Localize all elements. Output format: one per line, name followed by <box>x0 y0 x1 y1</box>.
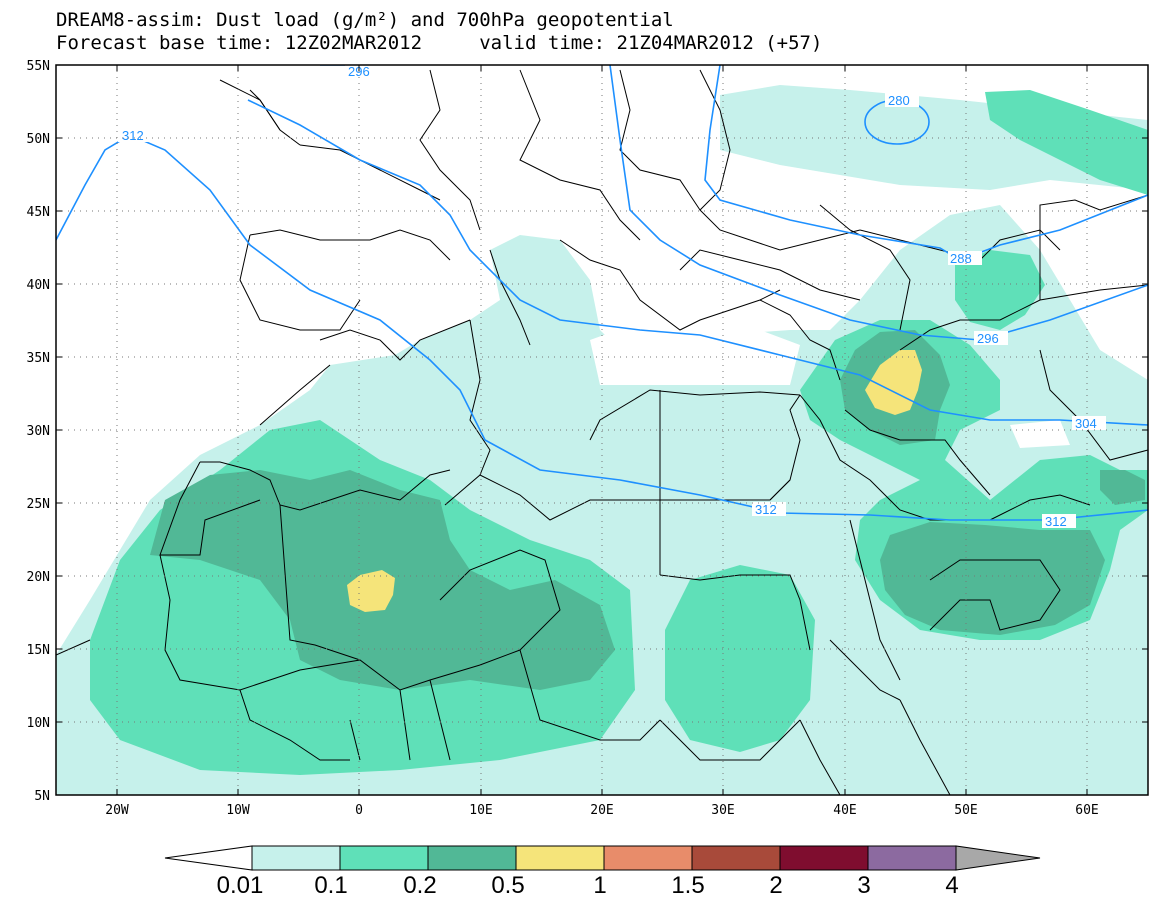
colorbar-level: 0.01 <box>217 872 264 899</box>
colorbar-level: 0.5 <box>491 872 524 899</box>
lon-label: 10W <box>226 803 250 818</box>
latitude-labels: 55N 50N 45N 40N 35N 30N 25N 20N 15N 10N … <box>27 59 50 804</box>
contour-label: 280 <box>888 93 910 108</box>
graticule <box>56 65 1148 795</box>
lat-label: 50N <box>27 132 50 147</box>
contour-label: 312 <box>755 502 777 517</box>
colorbar: 0.01 0.1 0.2 0.5 1 1.5 2 3 4 <box>164 845 1041 899</box>
lon-label: 20E <box>590 803 613 818</box>
colorbar-level: 0.1 <box>314 872 347 899</box>
colorbar-swatch <box>603 845 693 871</box>
lon-label: 30E <box>711 803 734 818</box>
axis-ticks <box>56 64 1148 796</box>
lon-label: 20W <box>105 803 129 818</box>
contour-label-group: 296 312 280 288 296 304 312 312 <box>118 65 1106 529</box>
contour-label: 312 <box>122 128 144 143</box>
colorbar-swatch <box>251 845 341 871</box>
colorbar-level: 1.5 <box>671 872 704 899</box>
colorbar-level: 3 <box>857 872 870 899</box>
contour-label: 304 <box>1075 416 1097 431</box>
colorbar-swatch <box>779 845 869 871</box>
longitude-labels: 20W 10W 0 10E 20E 30E 40E 50E 60E <box>105 803 1098 818</box>
contour-label: 296 <box>977 331 999 346</box>
lon-label: 40E <box>833 803 856 818</box>
contour-label: 312 <box>1045 514 1067 529</box>
lat-label: 5N <box>34 789 50 804</box>
lat-label: 35N <box>27 351 50 366</box>
lon-label: 50E <box>954 803 977 818</box>
colorbar-swatch <box>427 845 517 871</box>
forecast-times: Forecast base time: 12Z02MAR2012 valid t… <box>56 32 823 54</box>
lat-label: 40N <box>27 278 50 293</box>
colorbar-swatch <box>515 845 605 871</box>
map-title: DREAM8-assim: Dust load (g/m²) and 700hP… <box>56 9 674 31</box>
lon-label: 60E <box>1075 803 1098 818</box>
lat-label: 20N <box>27 570 50 585</box>
lat-label: 10N <box>27 716 50 731</box>
colorbar-level: 4 <box>945 872 958 899</box>
country-borders <box>56 69 1148 795</box>
lon-label: 10E <box>469 803 492 818</box>
colorbar-swatch <box>691 845 781 871</box>
lat-label: 30N <box>27 424 50 439</box>
colorbar-right-arrow <box>955 845 1041 871</box>
lat-label: 45N <box>27 205 50 220</box>
colorbar-level: 1 <box>593 872 606 899</box>
colorbar-swatch <box>867 845 957 871</box>
lat-label: 25N <box>27 497 50 512</box>
colorbar-left-arrow <box>164 845 253 871</box>
colorbar-swatch <box>339 845 429 871</box>
colorbar-level: 0.2 <box>403 872 436 899</box>
dust-free-area <box>590 322 800 385</box>
colorbar-level: 2 <box>769 872 782 899</box>
lon-label: 0 <box>355 803 363 818</box>
dust-free-area <box>1010 420 1070 448</box>
map-area: 296 312 280 288 296 304 312 312 <box>56 65 1148 795</box>
lat-label: 55N <box>27 59 50 74</box>
contour-label: 288 <box>950 251 972 266</box>
lat-label: 15N <box>27 643 50 658</box>
